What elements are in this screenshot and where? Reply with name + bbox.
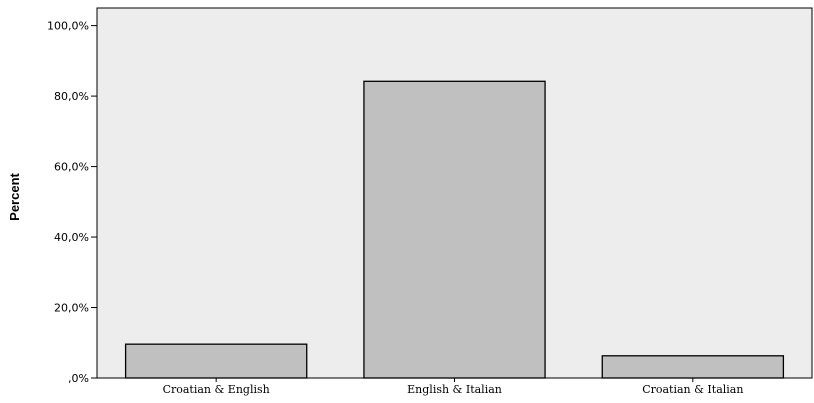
y-tick-label: 100,0% bbox=[47, 20, 89, 33]
bar bbox=[601, 355, 785, 379]
x-category-label: English & Italian bbox=[407, 383, 502, 396]
bar bbox=[363, 80, 546, 379]
bar bbox=[124, 343, 308, 379]
x-axis: Croatian & English English & Italian Croat… bbox=[163, 378, 743, 396]
x-category-label: Croatian & English bbox=[163, 383, 270, 396]
bars bbox=[124, 80, 785, 379]
y-tick-label: 40,0% bbox=[54, 231, 89, 244]
y-tick-label: 80,0% bbox=[54, 90, 89, 103]
y-axis: ,0% 20,0% 40,0% 60,0% 80,0% 100,0% bbox=[47, 20, 97, 385]
y-tick-label: 60,0% bbox=[54, 161, 89, 174]
y-tick-label: 20,0% bbox=[54, 302, 89, 315]
y-axis-title: Percent bbox=[7, 172, 22, 220]
y-tick-label: ,0% bbox=[68, 372, 89, 385]
x-category-label: Croatian & Italian bbox=[642, 383, 743, 396]
